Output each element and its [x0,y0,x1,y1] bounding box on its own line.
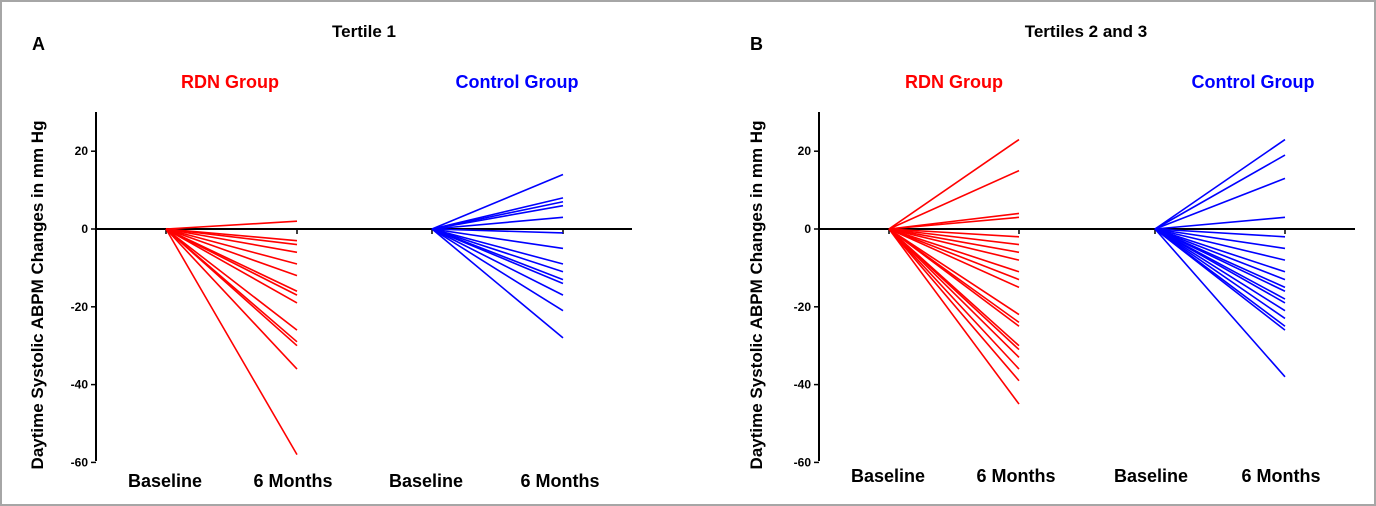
panel-a-rdn-subject-line [165,228,298,265]
panel-b-title: Tertiles 2 and 3 [1025,22,1148,41]
panel-b-y-tick-label: -60 [794,455,812,469]
panel-a-letter: A [32,34,45,54]
panel-a-rdn-subject-line [165,228,298,277]
panel-a-control-subject-line [431,228,564,285]
panel-a-y-tick-label: -60 [71,455,89,469]
panel-a-y-tick-label: -20 [71,300,89,314]
panel-a-rdn-subject-line [165,228,298,370]
panel-a-x-label: 6 Months [521,471,600,491]
panel-a-x-label: 6 Months [254,471,333,491]
panel-b-control-label: Control Group [1192,72,1315,92]
panel-b-x-label: 6 Months [1242,466,1321,486]
panel-b-control-subject-line [1154,228,1286,261]
panel-a-y-tick-label: -40 [71,378,89,392]
panel-a-series [165,173,564,456]
panel-a-y-ticks: -60 -40 -20 0 20 [71,144,564,469]
panel-a-rdn-subject-line [165,228,298,254]
panel-a-control-subject-line [431,204,564,230]
panel-b-rdn-subject-line [888,228,1020,261]
panel-b-rdn-subject-line [888,228,1020,327]
panel-b-y-tick-label: 20 [798,144,812,158]
panel-b-control-subject-line [1154,228,1286,238]
panel-a-control-subject-line [431,228,564,273]
panel-b-series [888,138,1286,405]
panel-a-control-label: Control Group [456,72,579,92]
panel-b-rdn-subject-line [888,228,1020,273]
panel-b-rdn-subject-line [888,228,1020,289]
panel-a-control-subject-line [431,228,564,339]
panel-a-control-subject-line [431,228,564,265]
panel-b-rdn-subject-line [888,228,1020,316]
panel-a-y-tick-label: 0 [81,222,88,236]
panel-b-control-subject-line [1154,228,1286,312]
panel-b-y-tick-label: 0 [804,222,811,236]
panel-b-y-tick-label: -20 [794,300,812,314]
panel-b-rdn-label: RDN Group [905,72,1003,92]
panel-b-rdn-subject-line [888,228,1020,405]
panel-b-control-subject-line [1154,228,1286,292]
panel-a-control-subject-line [431,173,564,230]
panel-a-control-subject-line [431,228,564,312]
panel-a-rdn-subject-line [165,228,298,347]
panel-b-x-labels: Baseline 6 Months Baseline 6 Months [851,466,1321,486]
panel-b-letter: B [750,34,763,54]
panel-a: A Tertile 1 RDN Group Control Group Dayt… [28,22,632,491]
panel-b-x-label: Baseline [851,466,925,486]
panel-b-rdn-subject-line [888,228,1020,370]
panel-b-rdn-subject-line [888,228,1020,351]
panel-a-control-subject-line [431,216,564,230]
panel-b-x-label: Baseline [1114,466,1188,486]
panel-a-rdn-subject-line [165,228,298,304]
panel-a-x-labels: Baseline 6 Months Baseline 6 Months [128,471,600,491]
panel-b-y-tick-label: -40 [794,378,812,392]
panel-a-rdn-subject-line [165,228,298,456]
panel-a-control-subject-line [431,228,564,250]
panel-b-rdn-subject-line [888,216,1020,230]
panel-b-control-subject-line [1154,177,1286,230]
panel-b-control-subject-line [1154,228,1286,281]
panel-a-title: Tertile 1 [332,22,396,41]
panel-b-y-ticks: -60 -40 -20 0 20 [794,144,1286,469]
panel-a-rdn-subject-line [165,228,298,331]
panel-b-control-subject-line [1154,228,1286,320]
panel-a-y-tick-label: 20 [75,144,89,158]
panel-b-rdn-subject-line [888,228,1020,246]
panel-b-y-axis-label: Daytime Systolic ABPM Changes in mm Hg [747,121,766,470]
panel-b-control-subject-line [1154,154,1286,230]
panel-b-control-subject-line [1154,216,1286,230]
panel-b-control-subject-line [1154,228,1286,331]
panel-b-rdn-subject-line [888,169,1020,230]
panel-a-x-label: Baseline [128,471,202,491]
panel-b-rdn-subject-line [888,228,1020,238]
panel-a-y-axis-label: Daytime Systolic ABPM Changes in mm Hg [28,121,47,470]
panel-b-control-subject-line [1154,228,1286,304]
panel-a-rdn-subject-line [165,220,298,230]
panel-a-control-subject-line [431,228,564,296]
panel-b-rdn-subject-line [888,228,1020,254]
panel-b-rdn-subject-line [888,228,1020,358]
panel-b-rdn-subject-line [888,228,1020,382]
panel-b-control-subject-line [1154,138,1286,230]
panel-b-rdn-subject-line [888,228,1020,281]
panel-a-rdn-label: RDN Group [181,72,279,92]
panel-a-x-label: Baseline [389,471,463,491]
panel-a-rdn-subject-line [165,228,298,246]
panel-b: B Tertiles 2 and 3 RDN Group Control Gro… [747,22,1355,486]
panel-b-control-subject-line [1154,228,1286,273]
panel-a-control-subject-line [431,228,564,234]
panel-b-control-subject-line [1154,228,1286,250]
panel-b-rdn-subject-line [888,138,1020,230]
panel-b-control-subject-line [1154,228,1286,378]
panel-b-x-label: 6 Months [977,466,1056,486]
panel-a-rdn-subject-line [165,228,298,296]
